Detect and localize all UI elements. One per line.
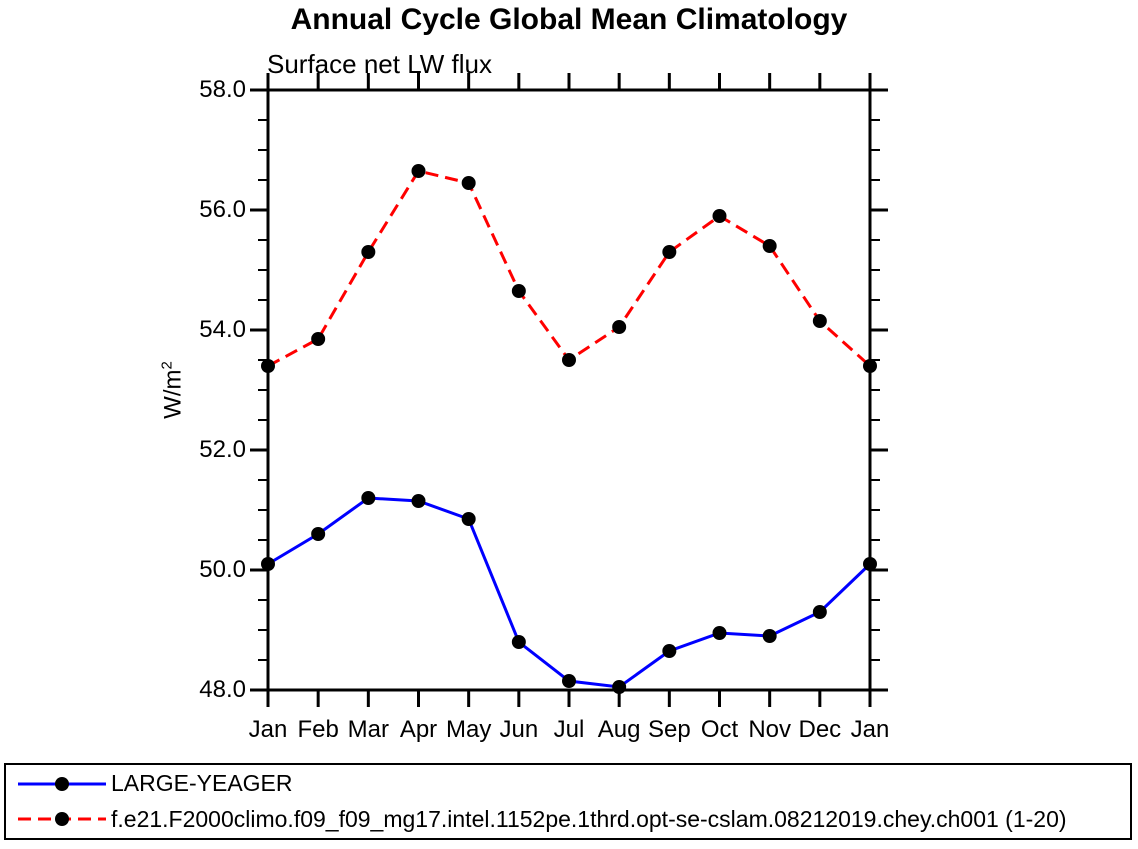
legend-swatch-dashed-line [18,812,106,827]
legend-label: f.e21.F2000climo.f09_f09_mg17.intel.1152… [111,805,1067,832]
data-point-marker [562,353,576,367]
legend-label: LARGE-YEAGER [111,770,293,797]
data-point-marker [612,320,627,334]
y-axis-label: W/m2 [159,361,188,419]
chart-subtitle: Surface net LW flux [267,49,492,79]
data-point-marker [612,680,627,694]
data-point-marker [712,626,727,640]
data-point-marker [411,494,426,508]
data-point-marker [511,284,526,298]
data-point-marker [562,674,576,688]
y-tick-label: 50.0 [199,556,246,583]
y-tick-label: 48.0 [199,676,246,703]
data-point-marker [311,332,326,346]
data-point-marker [863,359,877,373]
y-axis-label-base: W/m [159,369,187,419]
x-tick-label: Dec [798,716,842,743]
legend-item: LARGE-YEAGER [16,766,1130,801]
data-point-marker [712,209,727,223]
y-tick-label: 52.0 [199,436,246,463]
x-tick-label: Feb [297,716,339,743]
data-point-marker [812,314,827,328]
series-line-solid [267,496,872,689]
x-tick-label: Sep [647,716,691,743]
y-tick-label: 58.0 [199,76,246,103]
x-tick-label: Jul [553,716,585,743]
legend-box: LARGE-YEAGER f.e21.F2000climo.f09_f09_mg1… [4,763,1132,840]
x-tick-label: Mar [347,716,389,743]
data-point-marker [461,176,476,190]
legend-item: f.e21.F2000climo.f09_f09_mg17.intel.1152… [16,802,1130,837]
y-axis-label-exponent: 2 [158,361,176,370]
x-tick-label: Jan [248,716,288,743]
x-tick-label: Aug [597,716,641,743]
x-tick-label: Jan [850,716,890,743]
chart-title: Annual Cycle Global Mean Climatology [290,3,848,36]
data-point-marker [863,557,877,571]
data-point-marker [311,527,326,541]
x-tick-label: Jun [499,716,539,743]
data-point-marker [662,245,677,259]
data-point-marker [361,245,376,259]
x-tick-label: Nov [748,716,791,743]
x-tick-label: Apr [399,716,438,743]
data-point-marker [511,635,526,649]
y-tick-label: 56.0 [199,196,246,223]
data-point-marker [762,629,777,643]
data-point-marker [261,359,275,373]
legend-marker-icon [55,776,69,791]
data-point-marker [461,512,476,526]
data-point-marker [812,605,827,619]
series-line-dashed [267,169,872,368]
data-point-marker [261,557,275,571]
plot-frame [266,88,872,692]
legend-marker-icon [55,812,69,827]
legend-swatch-solid-line [18,776,106,791]
x-tick-label: May [445,716,492,743]
y-tick-label: 54.0 [199,316,246,343]
data-point-marker [762,239,777,253]
data-point-marker [361,491,376,505]
x-tick-label: Oct [700,716,739,743]
data-point-marker [662,644,677,658]
data-point-marker [411,164,426,178]
